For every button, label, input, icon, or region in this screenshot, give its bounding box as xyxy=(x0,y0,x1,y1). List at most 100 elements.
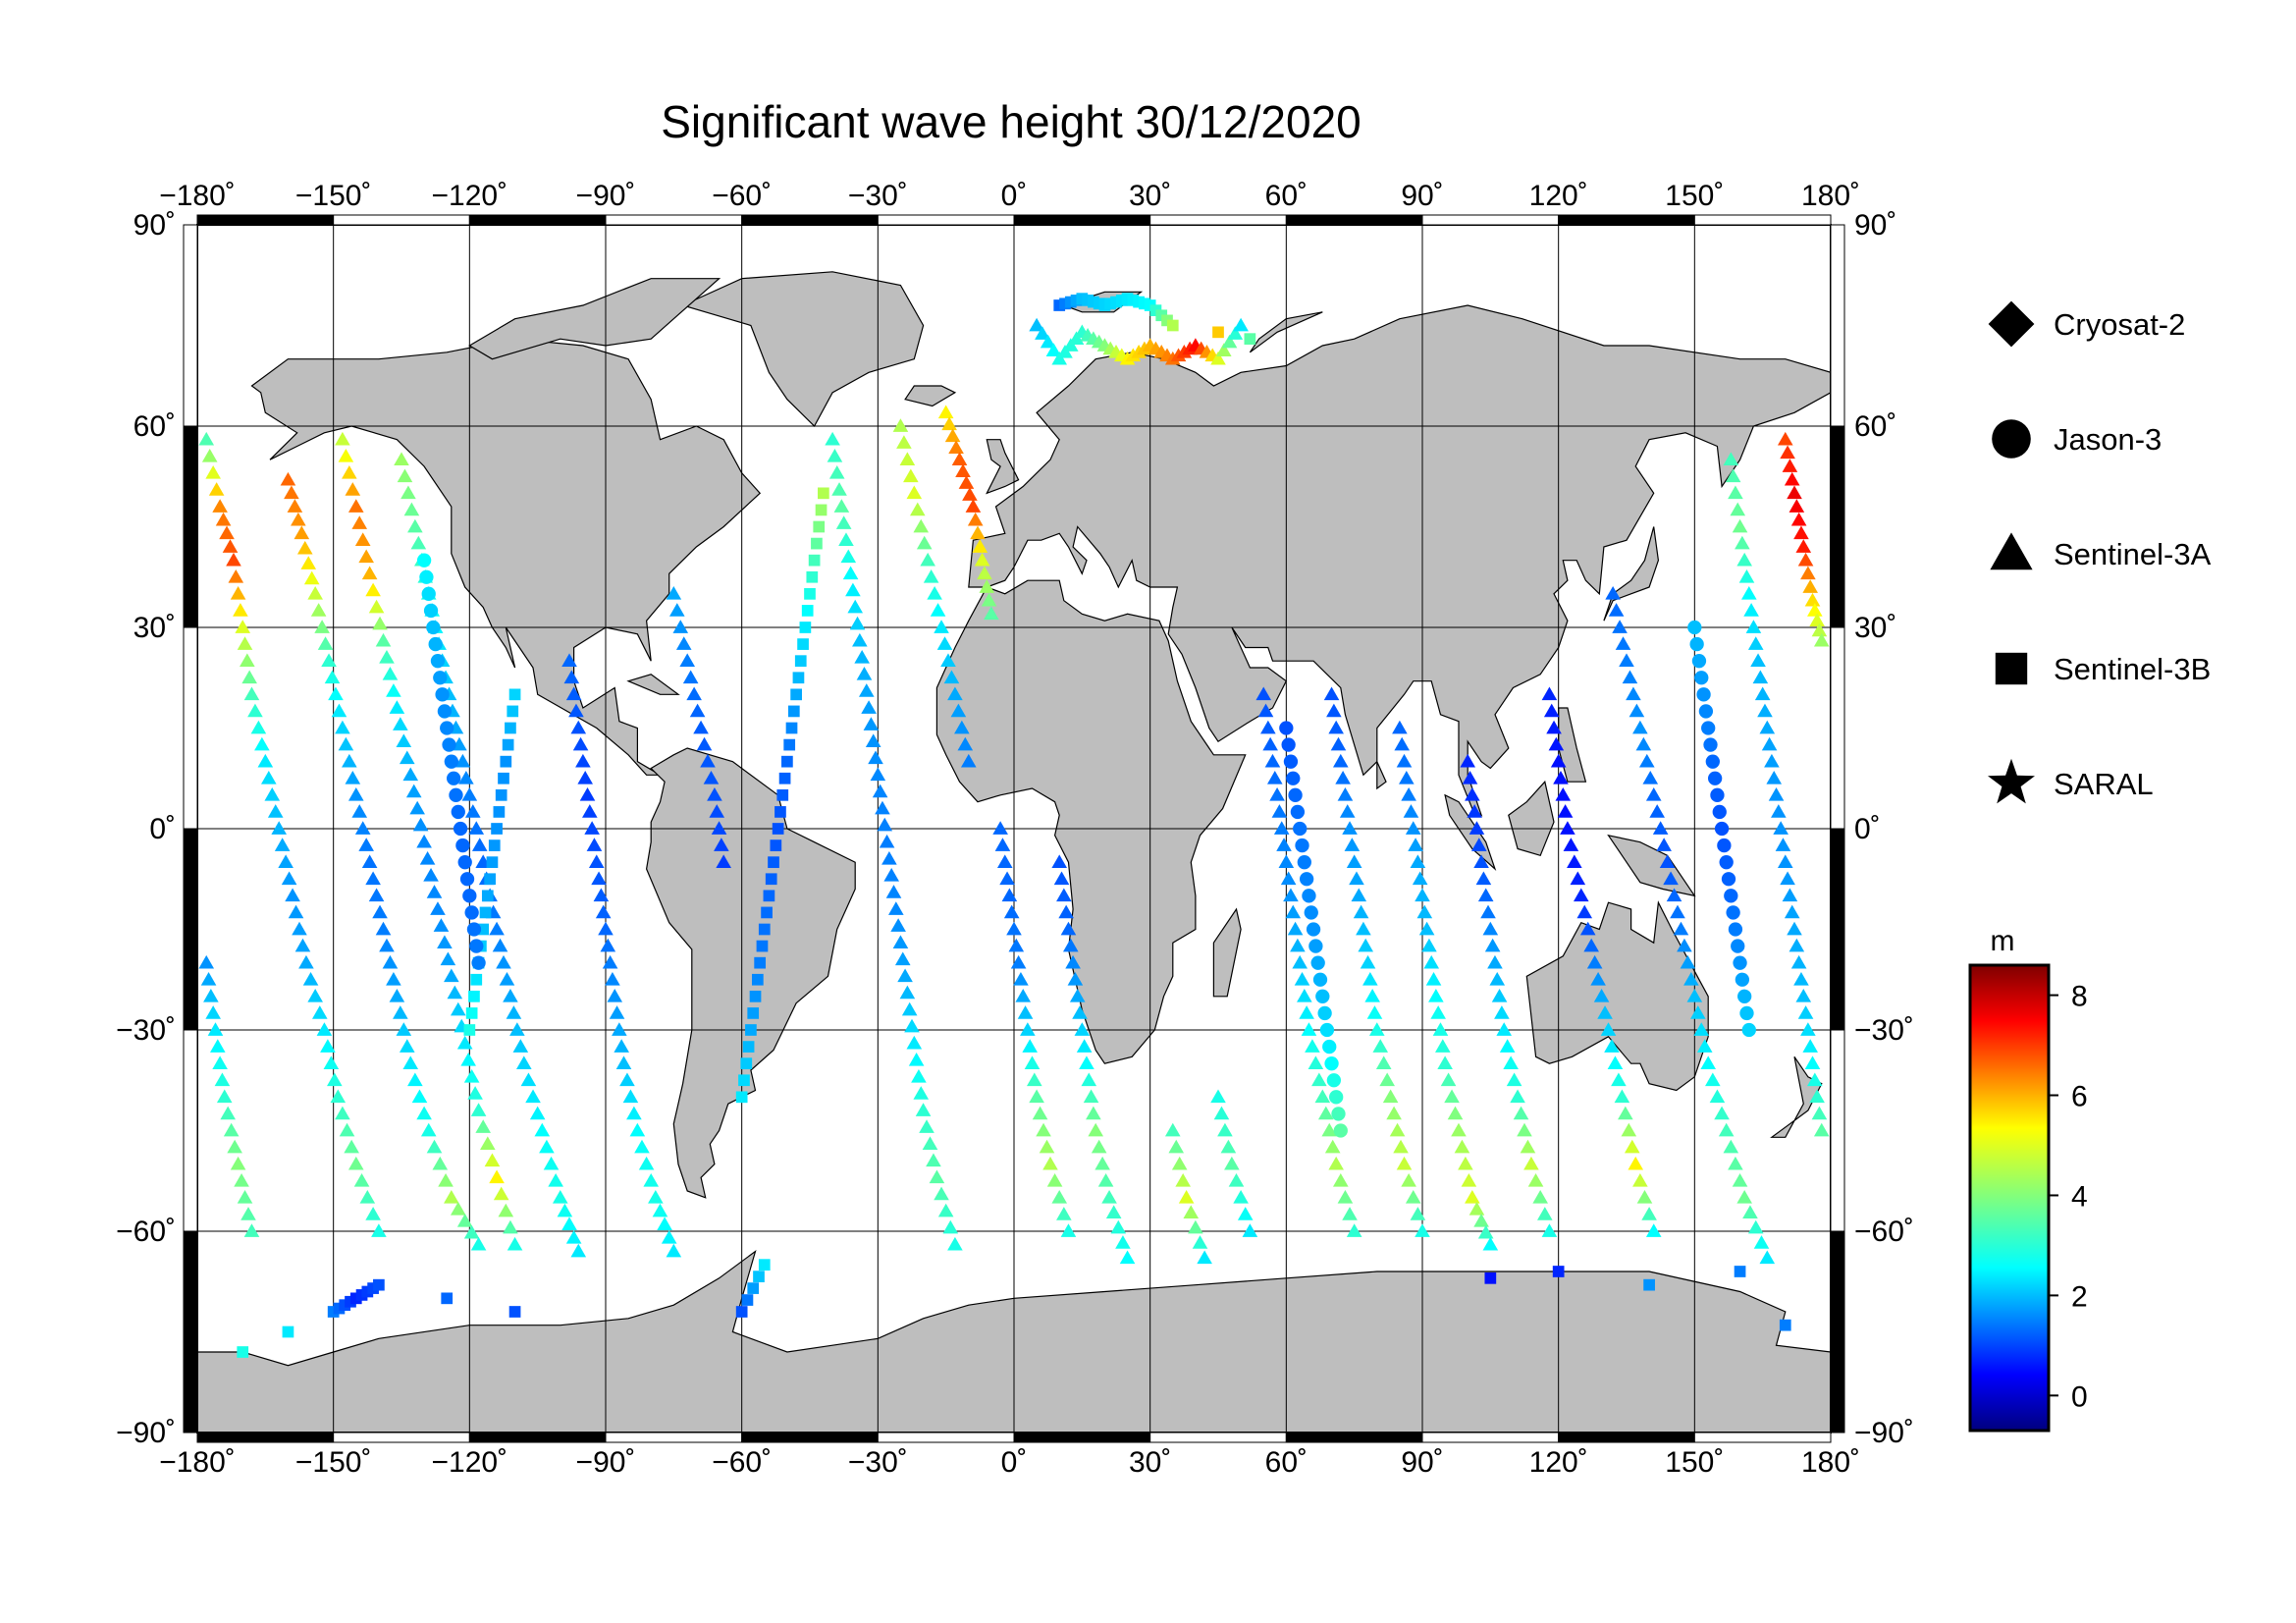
swh-point xyxy=(929,1169,945,1184)
map-frame-bars xyxy=(183,214,1845,1443)
swh-point xyxy=(999,871,1015,886)
swh-point xyxy=(1105,1205,1122,1219)
swh-point xyxy=(831,482,847,496)
swh-point xyxy=(484,873,496,886)
swh-point xyxy=(1795,989,1812,1002)
swh-point xyxy=(648,1190,664,1204)
swh-point xyxy=(1399,770,1415,784)
swh-point xyxy=(1555,787,1572,801)
swh-point xyxy=(1759,1250,1776,1265)
swh-point xyxy=(435,687,450,702)
swh-point xyxy=(1465,1190,1480,1204)
swh-point xyxy=(1666,888,1682,902)
swh-point xyxy=(797,638,809,650)
swh-point xyxy=(1057,345,1073,358)
swh-point xyxy=(1458,1156,1473,1170)
swh-point xyxy=(240,1207,256,1220)
swh-point xyxy=(335,720,350,734)
swh-point xyxy=(582,804,598,818)
swh-point xyxy=(450,1001,466,1016)
swh-point xyxy=(1705,754,1720,769)
swh-point xyxy=(1020,1022,1036,1036)
swh-point xyxy=(1721,872,1736,887)
swh-point xyxy=(496,954,511,969)
axis-tick-labels: −180˚ −180˚ −150˚ −150˚ −120˚ −120˚ −90˚ −90˚ −6… xyxy=(116,180,1914,1479)
swh-point xyxy=(468,821,485,835)
swh-point xyxy=(214,1072,231,1087)
swh-point xyxy=(570,720,587,734)
lon-tick-label: 30˚ xyxy=(1129,180,1171,212)
swh-point xyxy=(1072,1005,1088,1019)
swh-point xyxy=(1460,753,1476,768)
swh-point xyxy=(1733,955,1747,970)
swh-point xyxy=(1618,1106,1633,1120)
swh-point xyxy=(872,784,888,798)
swh-point xyxy=(1297,855,1311,870)
swh-point xyxy=(498,772,509,784)
swh-point xyxy=(1065,954,1081,969)
frame-bar-segment xyxy=(183,626,198,830)
swh-point xyxy=(947,686,963,701)
swh-point xyxy=(316,1022,333,1036)
swh-point xyxy=(1418,921,1435,936)
swh-point xyxy=(753,1271,765,1282)
swh-point xyxy=(1326,703,1342,718)
swh-point xyxy=(1546,720,1562,734)
swh-point xyxy=(1228,1172,1245,1187)
swh-point xyxy=(1780,871,1795,886)
swh-point xyxy=(353,1172,370,1187)
swh-point xyxy=(1632,720,1648,734)
swh-point xyxy=(911,1069,927,1083)
swh-point xyxy=(1608,603,1625,617)
swh-point xyxy=(922,1136,938,1151)
swh-point xyxy=(271,821,287,835)
swh-point xyxy=(1541,1223,1558,1237)
lon-tick-label: −90˚ xyxy=(576,1446,636,1479)
swh-point xyxy=(1435,1039,1451,1053)
swh-point xyxy=(1782,459,1798,472)
swh-point xyxy=(1784,471,1800,486)
swh-point xyxy=(1757,703,1773,718)
land-iceland xyxy=(904,385,957,407)
frame-bar-segment xyxy=(1421,214,1560,226)
swh-point xyxy=(426,885,443,898)
swh-point xyxy=(1520,1139,1536,1154)
swh-point xyxy=(449,787,463,802)
frame-bar-segment xyxy=(1830,1230,1845,1434)
swh-point xyxy=(629,1122,646,1137)
swh-point xyxy=(1809,613,1825,627)
swh-point xyxy=(462,889,477,903)
swh-point xyxy=(298,954,314,969)
swh-point xyxy=(638,1156,655,1170)
swh-point xyxy=(1288,787,1303,802)
swh-point xyxy=(450,1201,466,1216)
swh-point xyxy=(1745,620,1762,633)
swh-point xyxy=(1635,736,1652,751)
swh-point xyxy=(711,821,727,835)
swh-point xyxy=(756,940,769,952)
swh-point xyxy=(1164,1122,1181,1137)
swh-point xyxy=(1324,1056,1339,1071)
swh-point xyxy=(1811,622,1828,637)
swh-point xyxy=(361,566,378,580)
swh-point xyxy=(345,482,361,496)
swh-point xyxy=(1405,1190,1421,1204)
swh-point xyxy=(1482,921,1499,936)
swh-point xyxy=(1273,821,1290,835)
swh-point xyxy=(1712,804,1727,820)
lon-tick-label: 60˚ xyxy=(1265,180,1308,212)
swh-point xyxy=(1537,1207,1553,1220)
swh-point xyxy=(467,1086,483,1100)
swh-point xyxy=(409,800,425,815)
swh-point xyxy=(652,1203,668,1217)
swh-point xyxy=(1068,331,1085,346)
swh-point xyxy=(411,1089,428,1104)
land-borneo xyxy=(1508,780,1555,857)
swh-point xyxy=(1583,938,1599,952)
lon-tick-label: −120˚ xyxy=(432,1446,508,1479)
swh-point xyxy=(584,821,600,835)
swh-point xyxy=(575,753,591,768)
swh-point xyxy=(1475,871,1492,886)
swh-point xyxy=(1392,720,1408,734)
swh-point xyxy=(1233,1190,1249,1204)
